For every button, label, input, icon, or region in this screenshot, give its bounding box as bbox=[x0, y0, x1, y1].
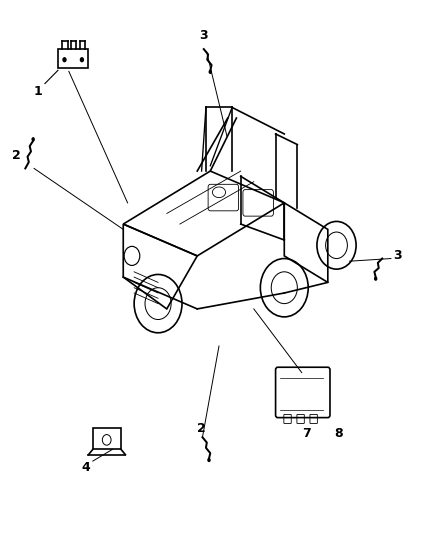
Text: 1: 1 bbox=[34, 85, 43, 98]
Text: 2: 2 bbox=[12, 149, 21, 161]
Circle shape bbox=[374, 277, 378, 281]
Text: 4: 4 bbox=[82, 462, 91, 474]
Text: 2: 2 bbox=[197, 422, 206, 435]
Text: 3: 3 bbox=[199, 29, 208, 42]
Circle shape bbox=[207, 458, 211, 462]
Text: 7: 7 bbox=[302, 427, 311, 440]
Circle shape bbox=[62, 57, 67, 62]
Circle shape bbox=[80, 57, 84, 62]
Circle shape bbox=[208, 70, 212, 74]
Circle shape bbox=[32, 137, 35, 141]
Text: 3: 3 bbox=[393, 249, 402, 262]
Text: 8: 8 bbox=[334, 427, 343, 440]
